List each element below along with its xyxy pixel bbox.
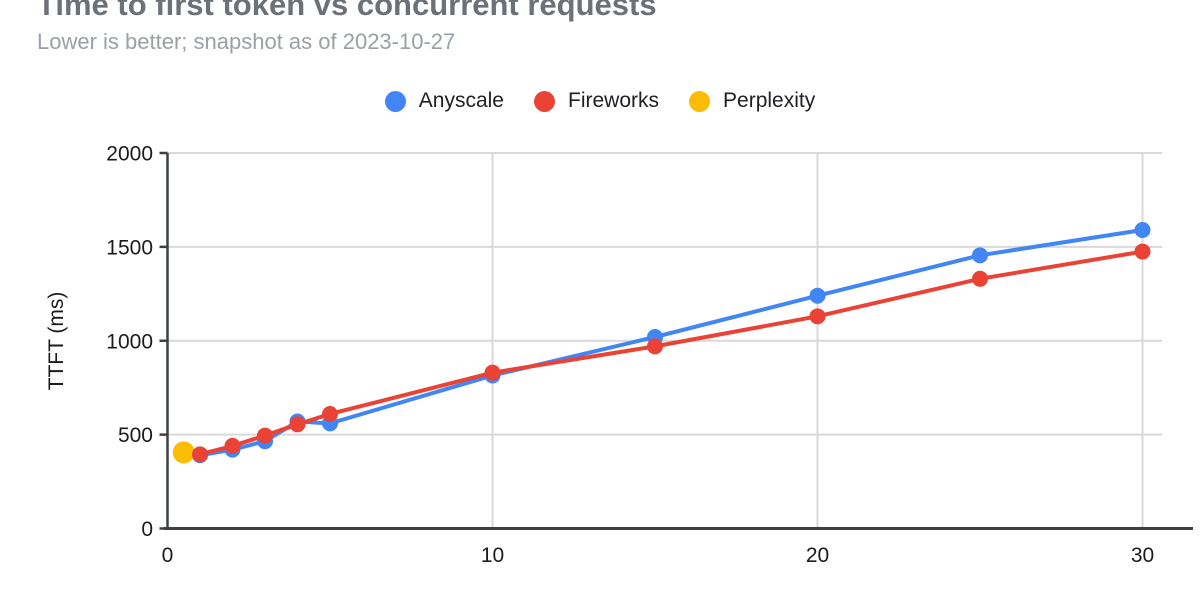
data-point-fireworks xyxy=(322,405,338,422)
data-point-fireworks xyxy=(484,364,501,381)
x-tick-label: 30 xyxy=(1131,544,1154,567)
legend: Anyscale Fireworks Perplexity xyxy=(0,89,1200,113)
chart-subtitle: Lower is better; snapshot as of 2023-10-… xyxy=(37,29,456,54)
y-tick-label: 0 xyxy=(141,518,153,541)
data-point-fireworks xyxy=(647,338,663,355)
legend-label-anyscale: Anyscale xyxy=(418,89,504,112)
data-point-fireworks xyxy=(192,446,208,463)
legend-dot-anyscale-icon xyxy=(384,90,406,112)
data-point-anyscale xyxy=(972,247,988,264)
data-point-fireworks xyxy=(257,427,273,444)
x-tick-label: 0 xyxy=(162,544,174,567)
legend-label-fireworks: Fireworks xyxy=(568,89,660,112)
legend-dot-perplexity-icon xyxy=(689,90,711,112)
series-line-anyscale xyxy=(198,227,1145,458)
data-point-fireworks xyxy=(972,270,988,287)
y-tick-label: 500 xyxy=(118,424,153,447)
x-tick-label: 10 xyxy=(481,544,504,567)
series-line-fireworks xyxy=(198,249,1145,457)
y-tick-label: 1000 xyxy=(106,330,153,353)
legend-item-anyscale: Anyscale xyxy=(384,89,504,113)
y-tick-label: 2000 xyxy=(106,143,153,166)
data-point-fireworks xyxy=(1134,243,1151,260)
y-tick-label: 1500 xyxy=(106,236,153,259)
legend-item-fireworks: Fireworks xyxy=(534,89,659,113)
data-point-anyscale xyxy=(1134,221,1151,238)
x-tick-label: 20 xyxy=(806,544,829,567)
legend-item-perplexity: Perplexity xyxy=(689,89,815,113)
legend-dot-fireworks-icon xyxy=(534,90,555,112)
data-point-fireworks xyxy=(289,416,306,433)
y-axis-title: TTFT (ms) xyxy=(45,291,68,391)
data-point-fireworks xyxy=(809,308,826,325)
legend-label-perplexity: Perplexity xyxy=(723,89,816,112)
data-point-fireworks xyxy=(224,437,241,454)
data-point-anyscale xyxy=(809,287,826,304)
chart-title: Time to first token vs concurrent reques… xyxy=(37,0,657,22)
data-point-perplexity xyxy=(172,441,195,464)
